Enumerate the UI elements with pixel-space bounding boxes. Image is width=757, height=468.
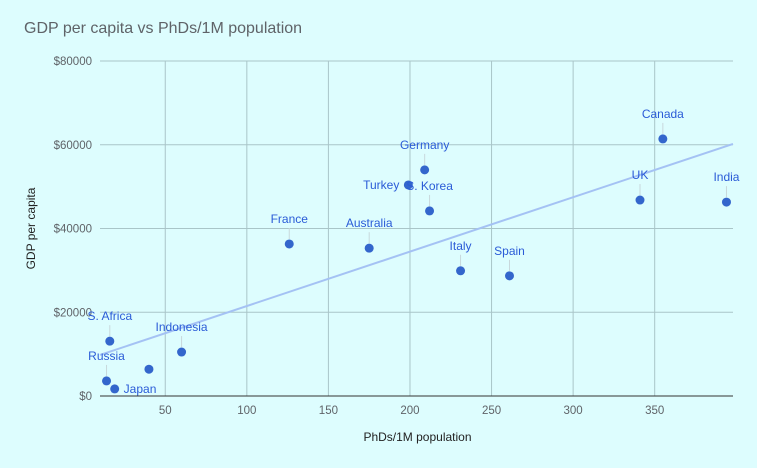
point-label: Spain [494,244,525,258]
trendline [99,142,734,356]
x-tick-label: 300 [564,405,583,417]
data-point [721,197,731,207]
point-label: Australia [346,216,393,230]
data-point [403,180,413,190]
data-point [110,384,120,394]
point-label: UK [632,168,649,182]
point-label: France [271,212,309,226]
point-label: Germany [400,138,449,152]
chart-title: GDP per capita vs PhDs/1M population [24,20,303,37]
data-point [105,336,115,346]
data-point [144,364,154,374]
x-tick-label: 250 [482,405,501,417]
x-tick-label: 50 [159,405,172,417]
data-point [635,195,645,205]
point-label: S. Africa [87,309,132,323]
y-tick-label: $60000 [54,140,92,152]
point-label: S. Korea [406,179,453,193]
data-point [284,239,294,249]
point-label: Turkey [363,178,399,192]
point-label: Indonesia [156,320,208,334]
point-label: Japan [124,382,157,396]
data-point [425,206,435,216]
data-point [177,347,187,357]
data-point [364,243,374,253]
point-label: Italy [450,239,472,253]
x-axis-label: PhDs/1M population [363,430,471,444]
x-tick-label: 150 [319,405,338,417]
point-label: Canada [642,107,684,121]
data-point [658,134,668,144]
y-tick-label: $0 [79,391,92,403]
y-tick-label: $80000 [54,56,92,68]
data-point [420,165,430,175]
data-point [456,266,466,276]
x-tick-label: 200 [400,405,419,417]
y-axis-label: GDP per capita [24,187,38,269]
data-point [102,376,112,386]
point-label: India [713,170,739,184]
x-tick-label: 100 [237,405,256,417]
data-point [504,271,514,281]
y-tick-label: $20000 [54,307,92,319]
x-tick-label: 350 [645,405,664,417]
point-label: Russia [88,349,125,363]
y-tick-label: $40000 [54,224,92,236]
